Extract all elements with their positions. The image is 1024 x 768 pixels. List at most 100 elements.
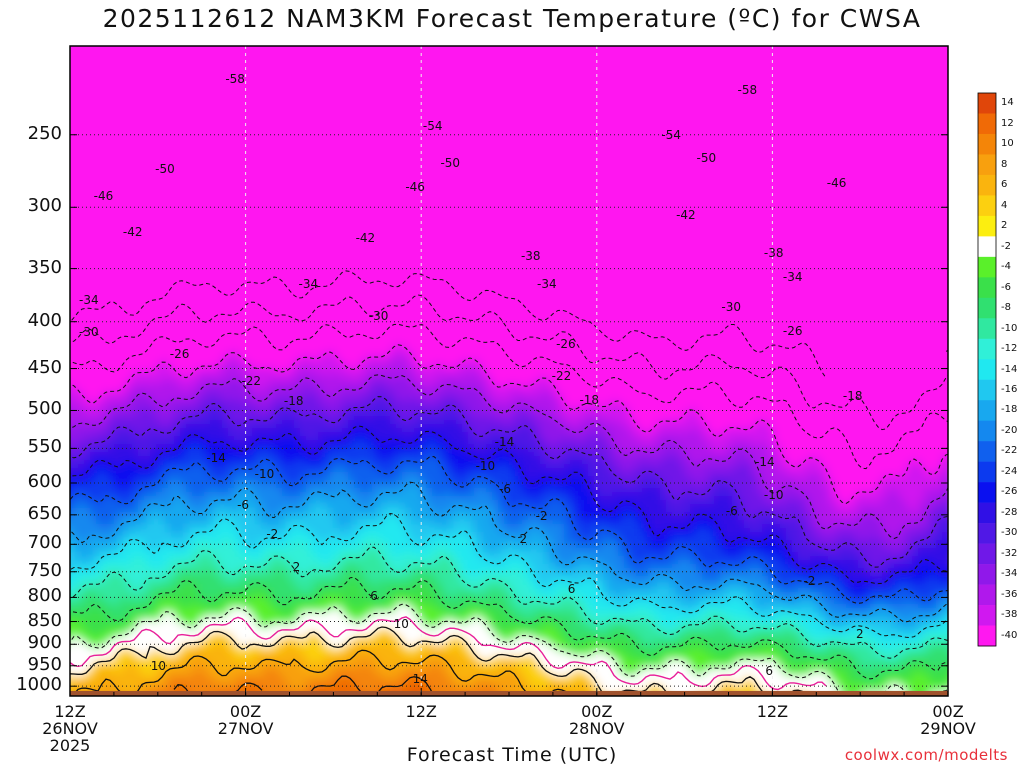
field-cell [162, 420, 169, 425]
field-cell [222, 536, 229, 541]
field-cell [804, 632, 811, 637]
field-cell [282, 520, 337, 525]
field-cell [468, 408, 499, 413]
field-cell [78, 504, 85, 509]
field-cell [408, 484, 421, 489]
field-cell [870, 536, 877, 541]
field-cell [210, 520, 217, 525]
field-cell [198, 620, 259, 625]
field-cell [924, 620, 943, 625]
field-cell [570, 472, 583, 477]
field-cell [192, 560, 217, 565]
field-cell [504, 560, 529, 565]
field-cell [70, 140, 948, 145]
field-cell [708, 476, 757, 481]
field-cell [78, 592, 85, 597]
field-cell [240, 476, 247, 481]
field-cell [834, 564, 859, 569]
field-cell [750, 676, 829, 681]
x-tick-label-line1: 00Z [932, 702, 964, 721]
field-cell [102, 440, 121, 445]
field-cell [354, 652, 373, 657]
field-cell [222, 368, 241, 373]
field-cell [690, 520, 715, 525]
field-cell [876, 488, 889, 493]
field-cell [246, 384, 253, 389]
field-cell [252, 612, 283, 617]
field-cell [216, 556, 253, 561]
field-cell [546, 500, 565, 505]
field-cell [114, 416, 157, 421]
field-cell [630, 548, 673, 553]
field-cell [378, 628, 391, 633]
field-cell [942, 460, 948, 465]
field-cell [480, 608, 505, 613]
field-cell [252, 364, 295, 369]
field-cell [816, 616, 829, 621]
field-cell [282, 648, 301, 653]
field-cell [198, 376, 247, 381]
field-cell [930, 648, 948, 653]
field-cell [516, 460, 541, 465]
field-cell [390, 360, 409, 365]
field-cell [246, 644, 265, 649]
field-cell [492, 560, 505, 565]
field-cell [252, 444, 301, 449]
field-cell [516, 672, 523, 677]
field-cell [60, 384, 67, 389]
field-cell [594, 628, 607, 633]
field-cell [222, 360, 247, 365]
field-cell [150, 700, 199, 705]
field-cell [600, 636, 613, 641]
field-cell [84, 408, 103, 413]
field-cell [144, 524, 169, 529]
field-cell [588, 488, 601, 493]
field-cell [858, 580, 871, 585]
field-cell [70, 448, 85, 453]
field-cell [84, 436, 109, 441]
field-cell [294, 424, 349, 429]
field-cell [702, 576, 721, 581]
field-cell [630, 568, 649, 573]
field-cell [780, 664, 787, 669]
field-cell [588, 436, 601, 441]
field-cell [792, 632, 805, 637]
field-cell [108, 472, 157, 477]
field-cell [288, 560, 325, 565]
field-cell [70, 116, 948, 121]
field-cell [420, 476, 451, 481]
field-cell [516, 524, 565, 529]
field-cell [108, 640, 199, 645]
field-cell [300, 356, 313, 361]
field-cell [726, 580, 745, 585]
field-cell [522, 672, 553, 677]
field-cell [528, 600, 541, 605]
field-cell [642, 488, 661, 493]
field-cell [858, 668, 901, 673]
field-cell [816, 520, 859, 525]
field-cell [876, 648, 907, 653]
field-cell [618, 420, 637, 425]
y-tick-label: 600 [27, 470, 62, 492]
field-cell [70, 404, 79, 409]
field-cell [474, 548, 487, 553]
field-cell [570, 420, 577, 425]
field-cell [108, 476, 139, 481]
field-cell [324, 444, 349, 449]
field-cell [930, 472, 937, 477]
field-cell [588, 600, 613, 605]
field-cell [336, 492, 349, 497]
field-cell [70, 616, 109, 621]
field-cell [558, 404, 565, 409]
field-cell [696, 532, 715, 537]
field-cell [342, 400, 373, 405]
field-cell [912, 544, 937, 549]
field-cell [90, 468, 157, 473]
field-cell [336, 392, 367, 397]
field-cell [822, 460, 913, 465]
field-cell [276, 484, 307, 489]
field-cell [306, 636, 325, 641]
field-cell [306, 656, 325, 661]
field-cell [384, 520, 403, 525]
field-cell [402, 460, 415, 465]
